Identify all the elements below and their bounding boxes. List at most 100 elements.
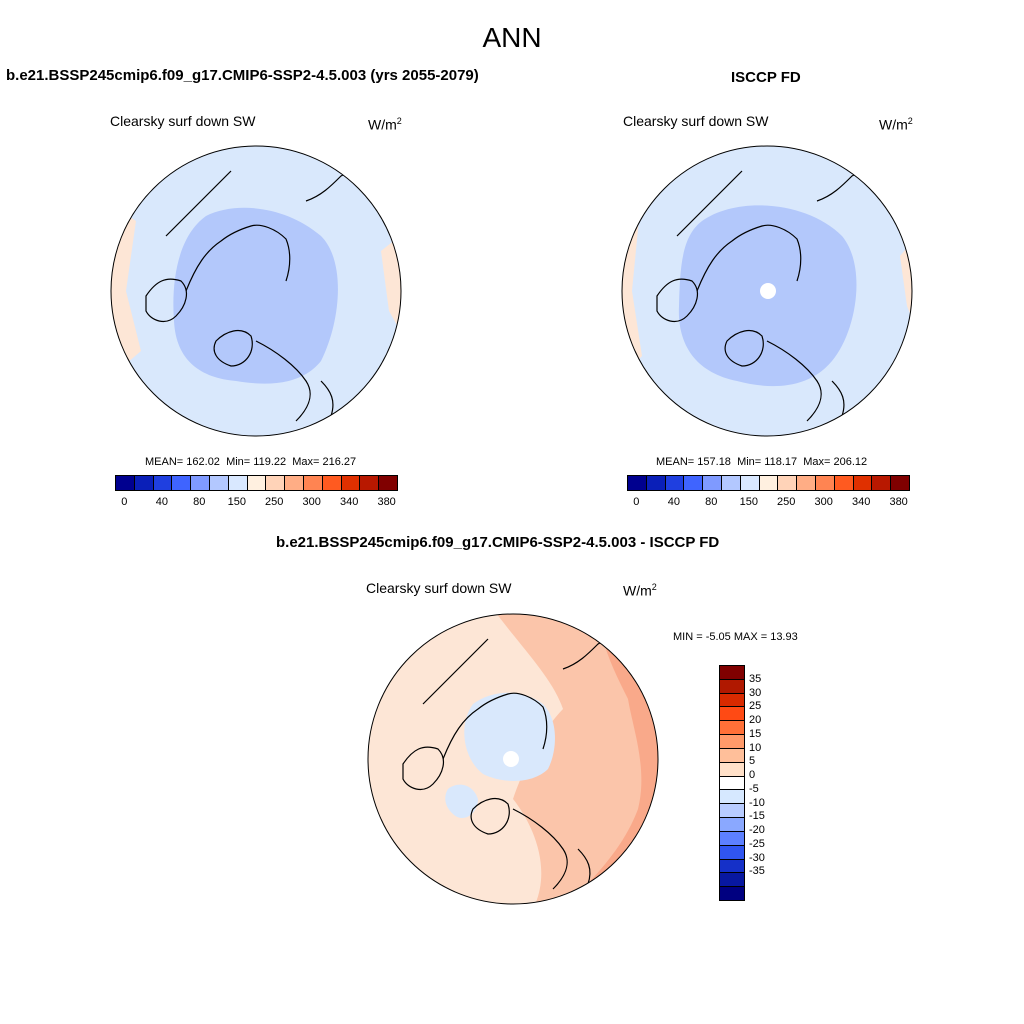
colorbar-tick-label: 150 <box>739 496 758 508</box>
colorbar-tick-label: 10 <box>749 741 762 754</box>
colorbar-swatch <box>891 476 909 490</box>
colorbar-swatch <box>853 476 873 490</box>
diff-minmax: MIN = -5.05 MAX = 13.93 <box>673 631 798 643</box>
colorbar-tick-label: 40 <box>155 496 168 508</box>
colorbar-tick-label: 300 <box>814 496 833 508</box>
colorbar-swatch <box>285 476 304 490</box>
colorbar-swatch <box>228 476 248 490</box>
colorbar-tick-label: 40 <box>667 496 680 508</box>
pole-hole <box>503 751 519 767</box>
colorbar-swatch <box>720 748 744 763</box>
colorbar-swatch <box>720 679 744 694</box>
main-title: ANN <box>482 22 542 53</box>
colorbar-tick-label: -25 <box>749 837 765 850</box>
colorbar-swatch <box>172 476 192 490</box>
colorbar-swatch <box>720 721 744 736</box>
colorbar-tick-label: 150 <box>227 496 246 508</box>
colorbar-tick-label: 380 <box>889 496 908 508</box>
model-colorbar <box>115 475 398 491</box>
cool-anomaly-greenland <box>445 784 478 819</box>
colorbar-swatch <box>720 831 744 846</box>
map-boundary <box>110 145 402 437</box>
colorbar-tick-label: 20 <box>749 714 762 727</box>
colorbar-swatch <box>720 845 744 860</box>
colorbar-swatch <box>759 476 779 490</box>
obs-variable-label: Clearsky surf down SW <box>623 113 769 129</box>
obs-unit-label: W/m2 <box>879 116 913 133</box>
colorbar-swatch <box>303 476 323 490</box>
colorbar-tick-label: 0 <box>633 496 640 508</box>
colorbar-swatch <box>134 476 154 490</box>
colorbar-tick-label: 340 <box>339 496 359 508</box>
diff-unit-label: W/m2 <box>623 582 657 599</box>
colorbar-swatch <box>665 476 685 490</box>
model-variable-label: Clearsky surf down SW <box>110 113 256 129</box>
colorbar-swatch <box>209 476 229 490</box>
model-panel-title: b.e21.BSSP245cmip6.f09_g17.CMIP6-SSP2-4.… <box>6 67 479 84</box>
colorbar-swatch <box>720 818 744 832</box>
colorbar-swatch <box>341 476 361 490</box>
colorbar-swatch <box>720 873 744 888</box>
colorbar-swatch <box>247 476 267 490</box>
obs-panel-title: ISCCP FD <box>731 69 801 86</box>
colorbar-swatch <box>191 476 210 490</box>
colorbar-swatch <box>703 476 722 490</box>
colorbar-swatch <box>720 804 744 819</box>
colorbar-swatch <box>778 476 798 490</box>
warm-region-east <box>900 236 912 331</box>
colorbar-tick-label: 80 <box>705 496 718 508</box>
colorbar-tick-label: 250 <box>777 496 796 508</box>
colorbar-tick-label: -30 <box>749 851 765 864</box>
colorbar-swatch <box>815 476 835 490</box>
diff-panel-title: b.e21.BSSP245cmip6.f09_g17.CMIP6-SSP2-4.… <box>276 534 720 551</box>
colorbar-swatch <box>720 735 744 749</box>
colorbar-swatch <box>720 666 744 680</box>
model-unit-label: W/m2 <box>368 116 402 133</box>
colorbar-swatch <box>116 476 135 490</box>
colorbar-tick-label: 80 <box>193 496 206 508</box>
diff-map <box>367 613 659 905</box>
obs-colorbar-ticks: 0 40 80 150 250 300 340 380 <box>627 496 908 510</box>
colorbar-tick-label: 340 <box>851 496 871 508</box>
obs-colorbar <box>627 475 910 491</box>
colorbar-tick-label: 0 <box>749 769 756 782</box>
colorbar-swatch <box>360 476 380 490</box>
colorbar-tick-label: -15 <box>749 810 765 823</box>
colorbar-swatch <box>720 859 744 874</box>
colorbar-swatch <box>721 476 741 490</box>
colorbar-tick-label: -10 <box>749 796 765 809</box>
colorbar-tick-label: 35 <box>749 672 762 685</box>
map-boundary <box>621 145 913 437</box>
model-colorbar-ticks: 0 40 80 150 250 300 340 380 <box>115 496 396 510</box>
colorbar-swatch <box>379 476 397 490</box>
colorbar-tick-label: 380 <box>377 496 396 508</box>
colorbar-swatch <box>684 476 704 490</box>
colorbar-swatch <box>720 776 744 791</box>
colorbar-swatch <box>646 476 666 490</box>
colorbar-swatch <box>834 476 854 490</box>
colorbar-tick-label: -5 <box>749 782 759 795</box>
pole-hole <box>760 283 776 299</box>
colorbar-swatch <box>720 693 744 708</box>
model-stats: MEAN= 162.02 Min= 119.22 Max= 216.27 <box>145 456 357 468</box>
map-boundary <box>367 613 659 905</box>
colorbar-swatch <box>872 476 892 490</box>
cool-anomaly-arctic <box>464 692 555 781</box>
colorbar-tick-label: 15 <box>749 727 762 740</box>
colorbar-swatch <box>153 476 173 490</box>
colorbar-swatch <box>720 762 744 777</box>
colorbar-tick-label: -35 <box>749 865 765 878</box>
colorbar-swatch <box>322 476 342 490</box>
colorbar-tick-label: -20 <box>749 824 765 837</box>
warm-anomaly-east <box>493 614 658 904</box>
diff-variable-label: Clearsky surf down SW <box>366 580 512 596</box>
colorbar-tick-label: 25 <box>749 700 762 713</box>
colorbar-swatch <box>797 476 816 490</box>
colorbar-tick-label: 300 <box>302 496 321 508</box>
arctic-region <box>173 207 338 384</box>
colorbar-swatch <box>266 476 286 490</box>
colorbar-tick-label: 30 <box>749 686 762 699</box>
colorbar-swatch <box>720 790 744 805</box>
colorbar-swatch <box>628 476 647 490</box>
colorbar-tick-label: 0 <box>121 496 128 508</box>
